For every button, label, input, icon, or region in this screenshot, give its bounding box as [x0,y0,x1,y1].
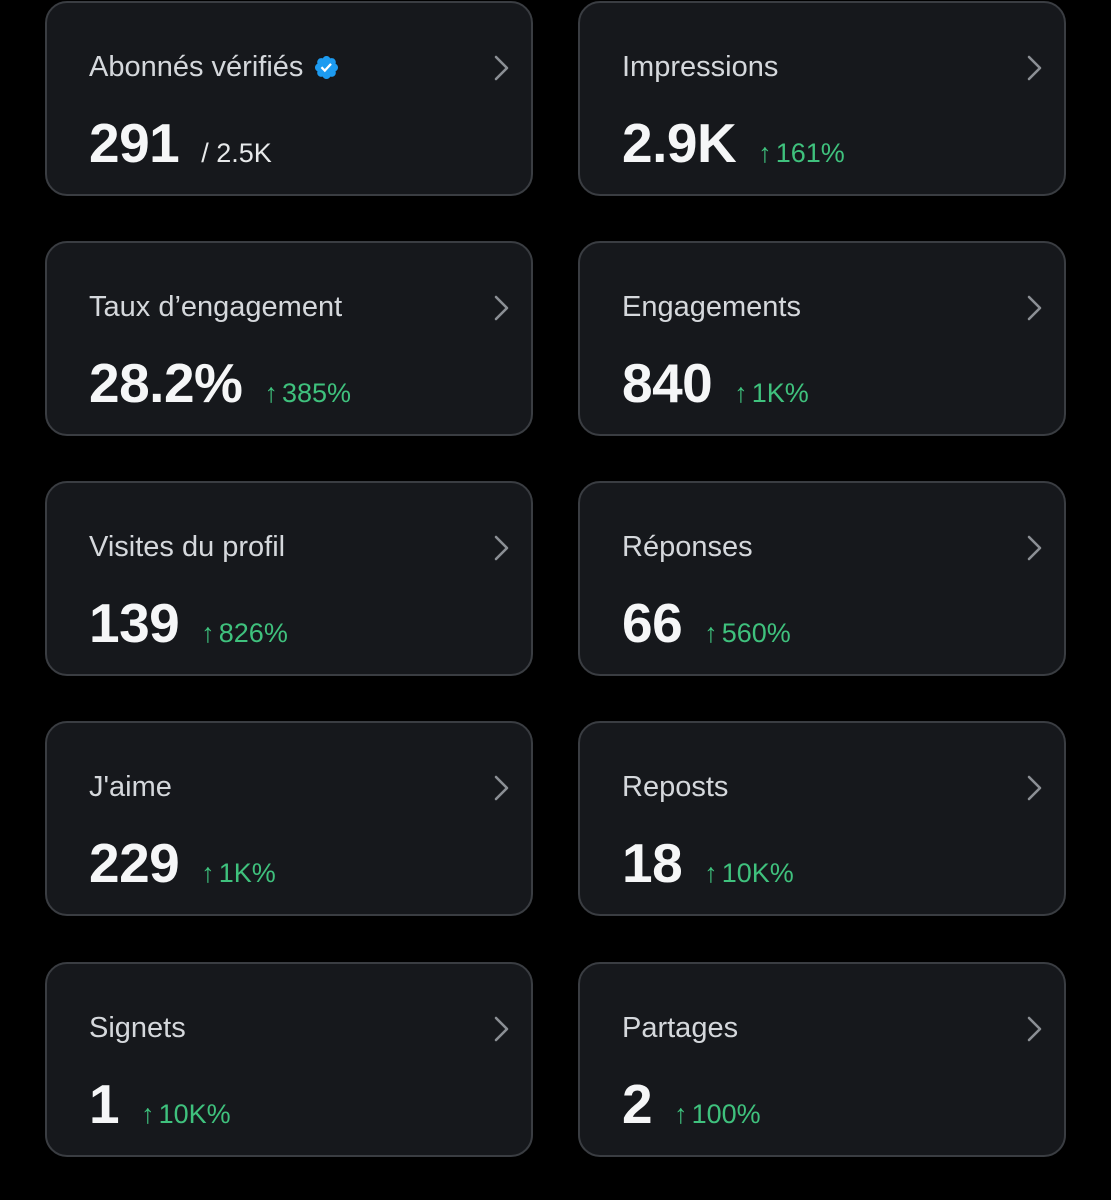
metric-value: 66 [622,592,683,654]
metric-change: ↑ 1K% [201,858,276,888]
card-partages[interactable]: Partages 2 ↑ 100% [578,962,1066,1157]
card-label: Reposts [622,771,729,803]
metric-change: ↑ 560% [704,618,791,648]
metric-change: ↑ 826% [201,618,288,648]
metric-row: 229 ↑ 1K% [89,831,276,895]
metric-row: 139 ↑ 826% [89,591,288,655]
arrow-up-icon: ↑ [758,138,772,168]
metric-row: 18 ↑ 10K% [622,831,794,895]
card-jaime[interactable]: J'aime 229 ↑ 1K% [45,721,533,916]
metric-value: 229 [89,832,180,894]
chevron-right-icon [494,535,509,561]
chevron-right-icon [494,295,509,321]
metric-row: 840 ↑ 1K% [622,351,809,415]
card-label: Partages [622,1012,739,1044]
metric-row: 66 ↑ 560% [622,591,791,655]
metric-row: 291 / 2.5K [89,111,272,175]
card-label: Engagements [622,291,801,323]
metric-value: 1 [89,1073,120,1135]
metric-change: ↑ 10K% [141,1099,231,1129]
card-label: Taux d’engagement [89,291,343,323]
card-label: J'aime [89,771,172,803]
metric-value: 840 [622,352,713,414]
chevron-right-icon [494,55,509,81]
card-label: Impressions [622,51,779,83]
metric-change: ↑ 385% [264,378,352,408]
card-engagements[interactable]: Engagements 840 ↑ 1K% [578,241,1066,436]
metric-value: 291 [89,112,180,174]
verified-badge-icon [315,55,339,80]
metric-row: 28.2% ↑ 385% [89,351,351,415]
card-visites-profil[interactable]: Visites du profil 139 ↑ 826% [45,481,533,676]
metric-change: ↑ 161% [758,138,845,168]
card-signets[interactable]: Signets 1 ↑ 10K% [45,962,533,1157]
card-label: Abonnés vérifiés [89,51,340,84]
metric-row: 2.9K ↑ 161% [622,111,845,175]
card-reponses[interactable]: Réponses 66 ↑ 560% [578,481,1066,676]
chevron-right-icon [494,775,509,801]
metric-change: ↑ 100% [674,1099,761,1129]
metric-change: ↑ 1K% [734,378,809,408]
card-label: Visites du profil [89,531,286,563]
metric-total: / 2.5K [201,138,272,168]
card-taux-engagement[interactable]: Taux d’engagement 28.2% ↑ 385% [45,241,533,436]
metric-value: 139 [89,592,180,654]
chevron-right-icon [494,1016,509,1042]
chevron-right-icon [1027,295,1042,321]
card-label: Réponses [622,531,753,563]
metric-value: 28.2% [89,352,243,414]
metric-row: 2 ↑ 100% [622,1072,761,1136]
card-abonnes-verifies[interactable]: Abonnés vérifiés 291 / 2.5K [45,1,533,196]
card-impressions[interactable]: Impressions 2.9K ↑ 161% [578,1,1066,196]
arrow-up-icon: ↑ [201,618,215,648]
arrow-up-icon: ↑ [141,1099,155,1129]
arrow-up-icon: ↑ [704,858,718,888]
chevron-right-icon [1027,535,1042,561]
metric-value: 18 [622,832,683,894]
metric-value: 2.9K [622,112,737,174]
chevron-right-icon [1027,1016,1042,1042]
arrow-up-icon: ↑ [674,1099,688,1129]
arrow-up-icon: ↑ [201,858,215,888]
arrow-up-icon: ↑ [264,378,278,408]
metric-value: 2 [622,1073,653,1135]
arrow-up-icon: ↑ [734,378,748,408]
metric-change: ↑ 10K% [704,858,794,888]
card-reposts[interactable]: Reposts 18 ↑ 10K% [578,721,1066,916]
chevron-right-icon [1027,775,1042,801]
card-label: Signets [89,1012,186,1044]
arrow-up-icon: ↑ [704,618,718,648]
chevron-right-icon [1027,55,1042,81]
metric-row: 1 ↑ 10K% [89,1072,231,1136]
